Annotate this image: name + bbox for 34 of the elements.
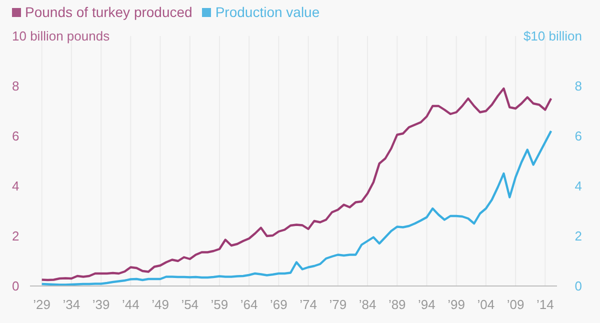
y-tick-label: 8 xyxy=(12,78,20,94)
x-tick-label: ’29 xyxy=(33,297,51,312)
x-tick-label: ’84 xyxy=(358,297,376,312)
x-tick-label: ’89 xyxy=(388,297,406,312)
x-tick-label: ’99 xyxy=(448,297,466,312)
y2-tick-label: 4 xyxy=(574,178,582,194)
legend-label: Pounds of turkey produced xyxy=(25,4,192,20)
x-tick-label: ’59 xyxy=(210,297,228,312)
y2-tick-label: 2 xyxy=(574,228,582,244)
line-series xyxy=(40,130,552,286)
y2-tick-label: $10 billion xyxy=(523,28,582,44)
line-series xyxy=(40,87,552,282)
x-tick-label: ’49 xyxy=(152,297,169,312)
x-tick-label: ’69 xyxy=(270,297,288,312)
x-tick-label: ’44 xyxy=(122,297,140,312)
y2-tick-label: 6 xyxy=(574,128,582,144)
y2-tick-label: 0 xyxy=(574,278,582,294)
y-tick-label: 6 xyxy=(12,128,20,144)
y2-tick-label: 8 xyxy=(574,78,582,94)
x-tick-label: ’54 xyxy=(181,297,199,312)
x-tick-label: ’14 xyxy=(536,297,554,312)
y-tick-label: 10 billion pounds xyxy=(12,28,110,44)
legend-label: Production value xyxy=(215,4,320,20)
x-tick-label: ’04 xyxy=(477,297,495,312)
y-tick-label: 2 xyxy=(12,228,20,244)
x-tick-label: ’94 xyxy=(418,297,436,312)
x-tick-label: ’74 xyxy=(300,297,317,312)
y-tick-label: 4 xyxy=(12,178,20,194)
x-tick-label: ’79 xyxy=(329,297,347,312)
x-tick-label: ’09 xyxy=(506,297,524,312)
x-tick-label: ’64 xyxy=(240,297,258,312)
x-tick-label: ’39 xyxy=(92,297,110,312)
y-tick-label: 0 xyxy=(12,278,20,294)
x-tick-label: ’34 xyxy=(62,297,80,312)
